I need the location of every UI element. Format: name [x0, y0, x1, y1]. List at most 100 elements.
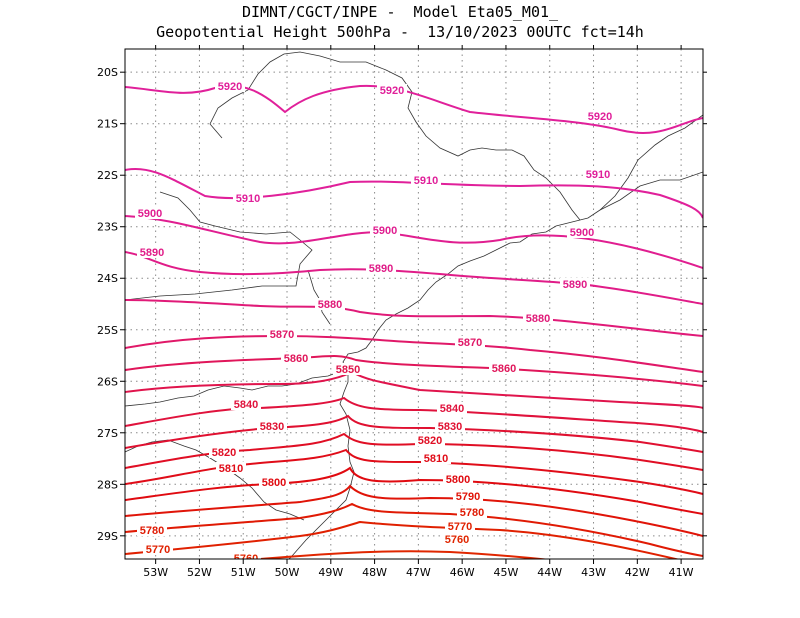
contour-label-5880: 5880: [526, 313, 550, 325]
title-line-2: Geopotential Height 500hPa - 13/10/2023 …: [156, 23, 644, 41]
contour-label-5760: 5760: [445, 534, 469, 546]
contour-label-5920: 5920: [218, 81, 242, 93]
contour-label-5890: 5890: [563, 279, 587, 291]
y-tick-label: 29S: [97, 530, 118, 543]
contour-label-bg: [442, 533, 472, 545]
contour-label-bg: [421, 452, 451, 464]
x-tick-label: 52W: [187, 566, 212, 579]
contour-label-bg: [231, 398, 261, 410]
contour-labels: 5920 5920 5920 5910 5910 5910 5900 5900 5900 5890…: [135, 80, 615, 565]
contour-label-5860: 5860: [284, 353, 308, 365]
x-tick-label: 46W: [450, 566, 475, 579]
y-tick-label: 27S: [97, 427, 118, 440]
contour-label-bg: [366, 262, 396, 274]
contour-label-5910: 5910: [586, 169, 610, 181]
contour-label-bg: [437, 402, 467, 414]
x-tick-label: 49W: [318, 566, 343, 579]
contour-label-bg: [415, 434, 445, 446]
contour-label-5790: 5790: [456, 491, 480, 503]
state-border: [209, 51, 581, 221]
contour-label-bg: [231, 552, 261, 559]
contour-label-5900: 5900: [138, 208, 162, 220]
contour-label-5810: 5810: [424, 453, 448, 465]
contour-label-5920: 5920: [588, 111, 612, 123]
contour-label-5880: 5880: [318, 299, 342, 311]
x-tick-label: 43W: [581, 566, 606, 579]
contour-label-5870: 5870: [270, 329, 294, 341]
x-tick-label: 45W: [494, 566, 519, 579]
contour-label-5910: 5910: [236, 193, 260, 205]
contour-label-bg: [523, 312, 553, 324]
contour-5910: [125, 168, 703, 219]
contour-5890: [125, 251, 703, 305]
contour-label-5860: 5860: [492, 363, 516, 375]
contour-label-bg: [453, 490, 483, 502]
contour-label-bg: [489, 362, 519, 374]
x-tick-label: 53W: [143, 566, 168, 579]
contour-label-bg: [411, 174, 441, 186]
plot-frame: [124, 48, 704, 560]
contour-5900: [125, 215, 703, 269]
contour-label-bg: [370, 224, 400, 236]
contour-label-5820: 5820: [212, 447, 236, 459]
contour-label-bg: [445, 520, 475, 532]
contour-label-5760: 5760: [234, 553, 258, 565]
contour-label-bg: [143, 543, 173, 555]
contour-5780: [125, 502, 703, 557]
contour-label-bg: [583, 168, 613, 180]
y-tick-label: 24S: [97, 272, 118, 285]
x-tick-label: 41W: [669, 566, 694, 579]
contour-label-5770: 5770: [448, 521, 472, 533]
contour-label-5770: 5770: [146, 544, 170, 556]
contour-5840: [125, 396, 703, 433]
y-tick-label: 20S: [97, 66, 118, 79]
contour-5800: [125, 466, 703, 515]
contour-5850: [125, 370, 703, 409]
title-line-1: DIMNT/CGCT/INPE - Model Eta05_M01_: [241, 3, 559, 21]
state-border: [125, 191, 313, 301]
y-tick-label: 23S: [97, 221, 118, 234]
contour-5870: [125, 334, 703, 373]
x-tick-label: 47W: [406, 566, 431, 579]
contour-label-bg: [257, 420, 287, 432]
contour-label-5780: 5780: [140, 525, 164, 537]
contour-label-bg: [560, 278, 590, 290]
x-tick-label: 44W: [537, 566, 562, 579]
contour-label-bg: [435, 420, 465, 432]
contour-label-5840: 5840: [234, 399, 258, 411]
contour-5860: [125, 355, 703, 387]
contour-label-5910: 5910: [414, 175, 438, 187]
contour-label-bg: [455, 336, 485, 348]
contour-5880: [125, 299, 703, 337]
contour-label-5850: 5850: [336, 364, 360, 376]
contour-label-bg: [281, 352, 311, 364]
y-tick-label: 25S: [97, 324, 118, 337]
contour-label-bg: [209, 446, 239, 458]
contour-label-5830: 5830: [260, 421, 284, 433]
x-tick-label: 50W: [275, 566, 300, 579]
contour-label-bg: [215, 80, 245, 92]
coastline: [288, 114, 703, 559]
contour-label-bg: [567, 226, 597, 238]
contour-label-bg: [135, 207, 165, 219]
state-border: [125, 369, 345, 407]
contour-label-5820: 5820: [418, 435, 442, 447]
contour-label-bg: [216, 462, 246, 474]
contour-label-5800: 5800: [446, 474, 470, 486]
contour-label-bg: [233, 192, 263, 204]
contour-label-bg: [377, 84, 407, 96]
contour-label-5870: 5870: [458, 337, 482, 349]
x-tick-label: 42W: [625, 566, 650, 579]
contour-label-5840: 5840: [440, 403, 464, 415]
contour-label-5800: 5800: [262, 477, 286, 489]
height-contours: [125, 84, 703, 559]
contour-label-5900: 5900: [570, 227, 594, 239]
contour-label-5780: 5780: [460, 507, 484, 519]
contour-label-bg: [443, 473, 473, 485]
contour-label-bg: [585, 110, 615, 122]
contour-label-bg: [137, 246, 167, 258]
contour-label-5920: 5920: [380, 85, 404, 97]
y-tick-label: 28S: [97, 478, 118, 491]
contour-label-bg: [267, 328, 297, 340]
